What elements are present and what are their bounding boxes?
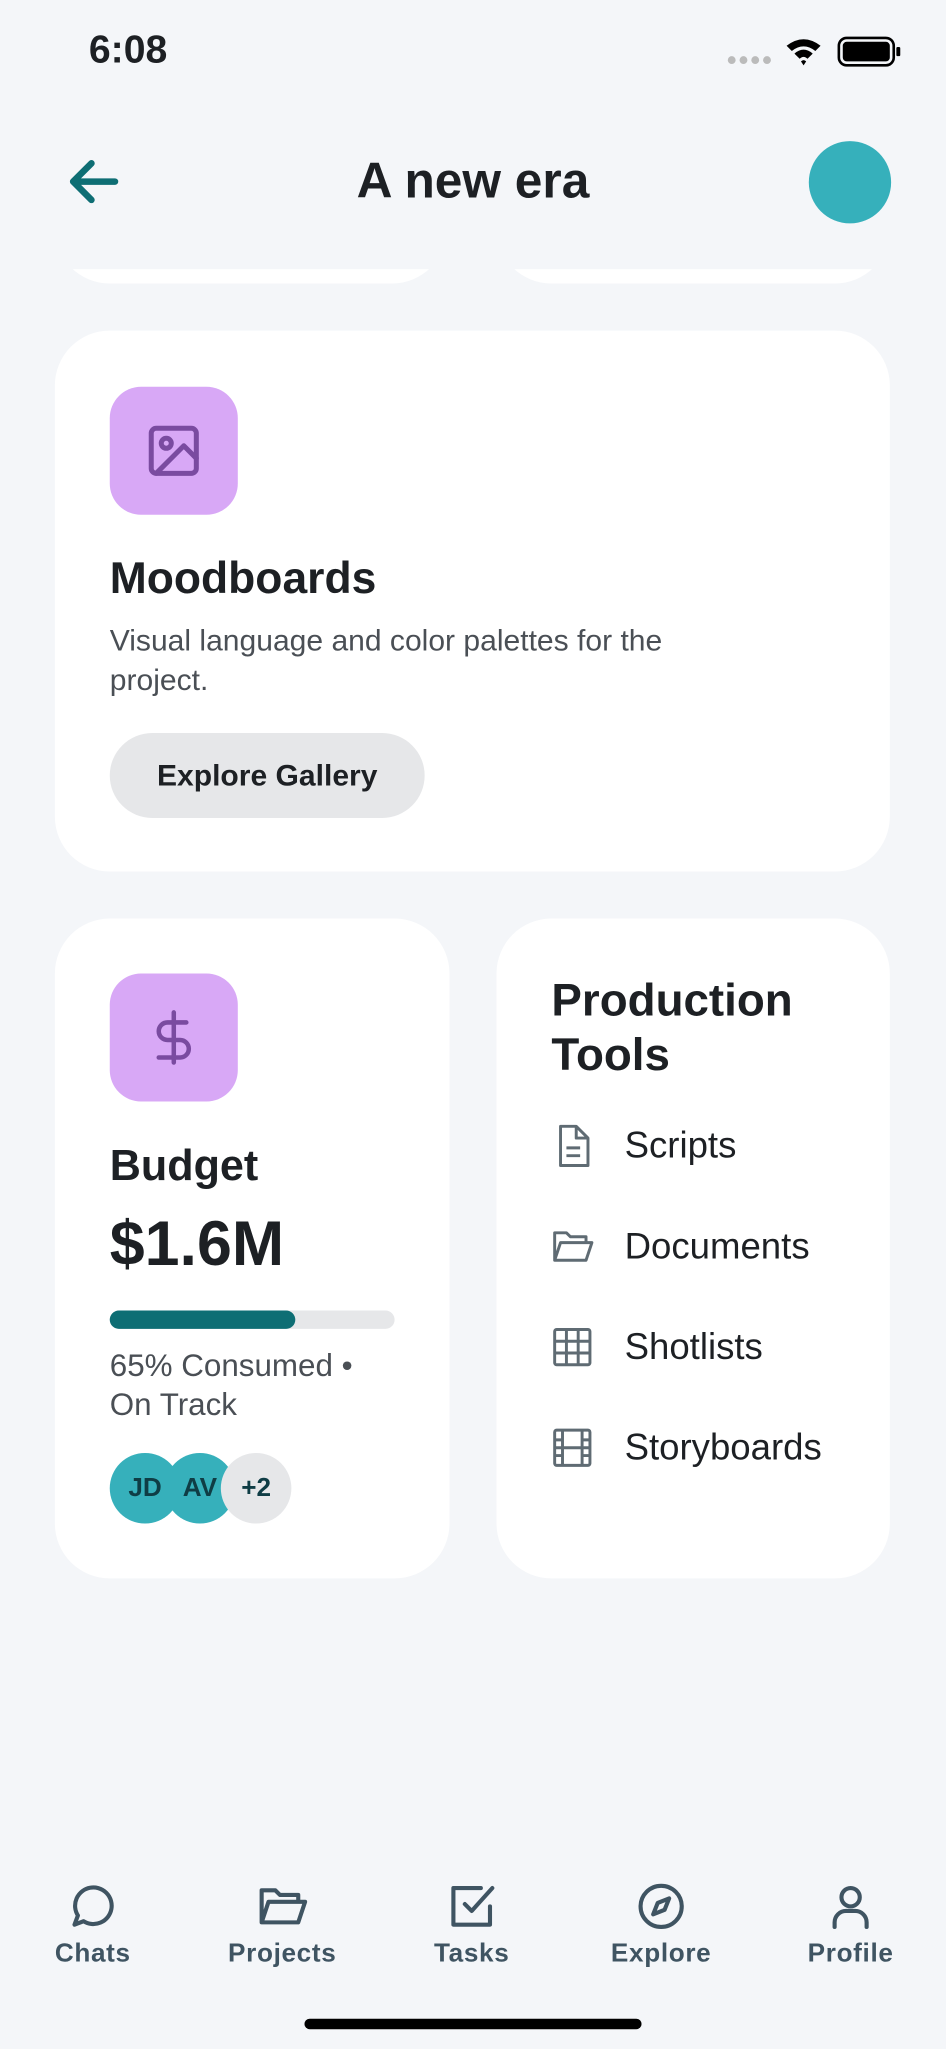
tool-item[interactable]: Scripts	[549, 1120, 737, 1172]
home-indicator	[304, 2018, 642, 2030]
budget-title: Budget	[109, 1140, 259, 1190]
budget-status: 65% Consumed • On Track	[109, 1348, 353, 1423]
tab[interactable]: Profile	[772, 1879, 929, 1969]
tool-label: Scripts	[624, 1125, 737, 1166]
tool-item[interactable]: Shotlists	[549, 1321, 763, 1373]
avatar-more: +2	[220, 1452, 292, 1524]
tab[interactable]: Projects	[204, 1879, 361, 1969]
progress-fill	[109, 1310, 295, 1329]
moodboards-icon	[109, 386, 238, 515]
tool-label: Documents	[624, 1225, 810, 1267]
card-description: Visual language and color palettes for t…	[109, 623, 663, 697]
tab-label: Profile	[807, 1939, 894, 1968]
budget-amount: $1.6M	[109, 1209, 285, 1280]
tab-label: Explore	[610, 1939, 712, 1968]
status-time: 6:08	[88, 28, 168, 72]
tool-label: Shotlists	[624, 1326, 763, 1367]
tools-title: Production Tools	[551, 974, 793, 1081]
profile-avatar[interactable]	[808, 141, 892, 224]
header-title: A new era	[356, 154, 590, 210]
progress-track	[109, 1310, 395, 1329]
status-icons	[727, 36, 901, 67]
tab-label: Projects	[228, 1939, 337, 1968]
avatar: JD	[109, 1452, 181, 1524]
tab-label: Chats	[54, 1939, 131, 1968]
tool-label: Storyboards	[624, 1426, 822, 1468]
tab[interactable]: Explore	[583, 1879, 740, 1969]
tab[interactable]: Tasks	[393, 1879, 550, 1969]
back-button[interactable]	[65, 157, 122, 207]
avatar: AV	[164, 1452, 236, 1524]
tool-item[interactable]: Documents	[549, 1220, 810, 1272]
tool-item[interactable]: Storyboards	[549, 1422, 822, 1474]
card-title: Moodboards	[109, 554, 377, 604]
explore-gallery-button[interactable]: Explore Gallery	[109, 733, 425, 818]
tab[interactable]: Chats	[14, 1879, 171, 1969]
tools-card	[496, 918, 890, 1579]
budget-icon	[109, 973, 238, 1102]
tab-label: Tasks	[433, 1939, 510, 1968]
